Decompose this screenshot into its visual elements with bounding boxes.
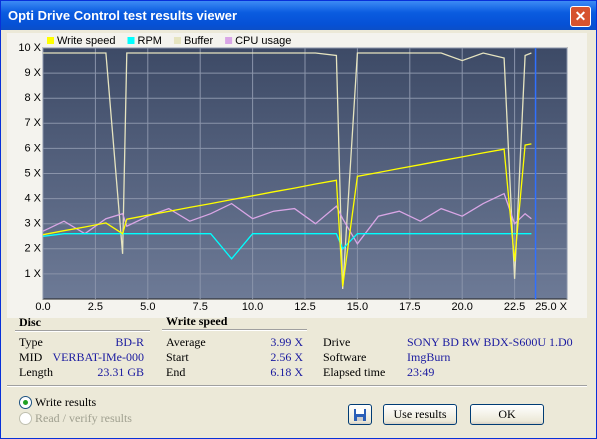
info-value: SONY BD RW BDX-S600U 1.D0	[407, 335, 573, 349]
series-line	[42, 143, 532, 287]
x-tick-label: 22.5	[504, 301, 525, 313]
info-label: Length	[19, 365, 53, 379]
y-tick-label: 2 X	[24, 243, 41, 255]
info-label: Elapsed time	[323, 365, 386, 379]
legend-label: Buffer	[184, 35, 213, 47]
x-tick-label: 10.0	[242, 301, 263, 313]
y-tick-label: 8 X	[24, 92, 41, 104]
ok-button[interactable]: OK	[470, 404, 544, 425]
info-value: 23.31 GB	[97, 365, 144, 379]
info-label: MID	[19, 350, 43, 364]
series-line	[42, 192, 532, 245]
separator	[7, 385, 587, 387]
info-value: 6.18 X	[270, 365, 303, 379]
radio-label[interactable]: Write results	[35, 395, 97, 409]
info-label: End	[166, 365, 186, 379]
x-tick-label: 12.5	[294, 301, 315, 313]
legend-label: Write speed	[57, 35, 116, 47]
info-label: Average	[166, 335, 206, 349]
disc-heading: Disc	[19, 315, 41, 329]
info-value: ImgBurn	[407, 350, 451, 364]
x-tick-label: 17.5	[399, 301, 420, 313]
write-speed-heading: Write speed	[166, 314, 228, 328]
x-tick-label: 25.0 X	[535, 301, 567, 313]
y-tick-label: 9 X	[24, 67, 41, 79]
info-label: Start	[166, 350, 189, 364]
legend-swatch	[225, 37, 233, 44]
separator	[162, 329, 307, 331]
legend-swatch	[173, 37, 181, 44]
info-value: VERBAT-IMe-000	[52, 350, 144, 364]
series-line	[42, 233, 532, 260]
x-tick-label: 15.0	[347, 301, 368, 313]
use-results-button[interactable]: Use results	[383, 404, 457, 425]
x-tick-label: 0.0	[35, 301, 50, 313]
info-value: 3.99 X	[270, 335, 303, 349]
x-tick-label: 2.5	[88, 301, 103, 313]
info-value: BD-R	[115, 335, 144, 349]
y-tick-label: 5 X	[24, 167, 41, 179]
info-value: 23:49	[407, 365, 435, 379]
radio-label[interactable]: Read / verify results	[35, 411, 132, 425]
info-label: Software	[323, 350, 367, 364]
x-tick-label: 20.0	[451, 301, 472, 313]
y-tick-label: 10 X	[18, 42, 41, 54]
legend-swatch	[127, 37, 135, 44]
x-tick-label: 7.5	[193, 301, 208, 313]
legend-label: CPU usage	[235, 35, 291, 47]
y-tick-label: 6 X	[24, 142, 41, 154]
info-label: Drive	[323, 335, 351, 349]
y-tick-label: 1 X	[24, 268, 41, 280]
radio-read[interactable]	[19, 412, 32, 425]
series-line	[43, 52, 532, 290]
info-value: 2.56 X	[270, 350, 303, 364]
info-label: Type	[19, 335, 43, 349]
title-bar: Opti Drive Control test results viewer	[1, 1, 596, 30]
chart: 1 X 2 X 3 X 4 X 5 X 6 X 7 X 8 X 9 X 10 X 0.0 2.5 5.0…	[7, 33, 587, 318]
save-button[interactable]	[348, 404, 372, 425]
y-tick-label: 3 X	[24, 218, 41, 230]
separator	[15, 330, 150, 332]
legend-label: RPM	[138, 35, 162, 47]
radio-write[interactable]	[19, 396, 32, 409]
x-tick-label: 5.0	[140, 301, 155, 313]
close-button[interactable]: ✕	[570, 6, 591, 27]
save-icon	[354, 409, 366, 421]
y-tick-label: 4 X	[24, 193, 41, 205]
y-tick-label: 7 X	[24, 117, 41, 129]
legend-swatch	[47, 37, 54, 44]
